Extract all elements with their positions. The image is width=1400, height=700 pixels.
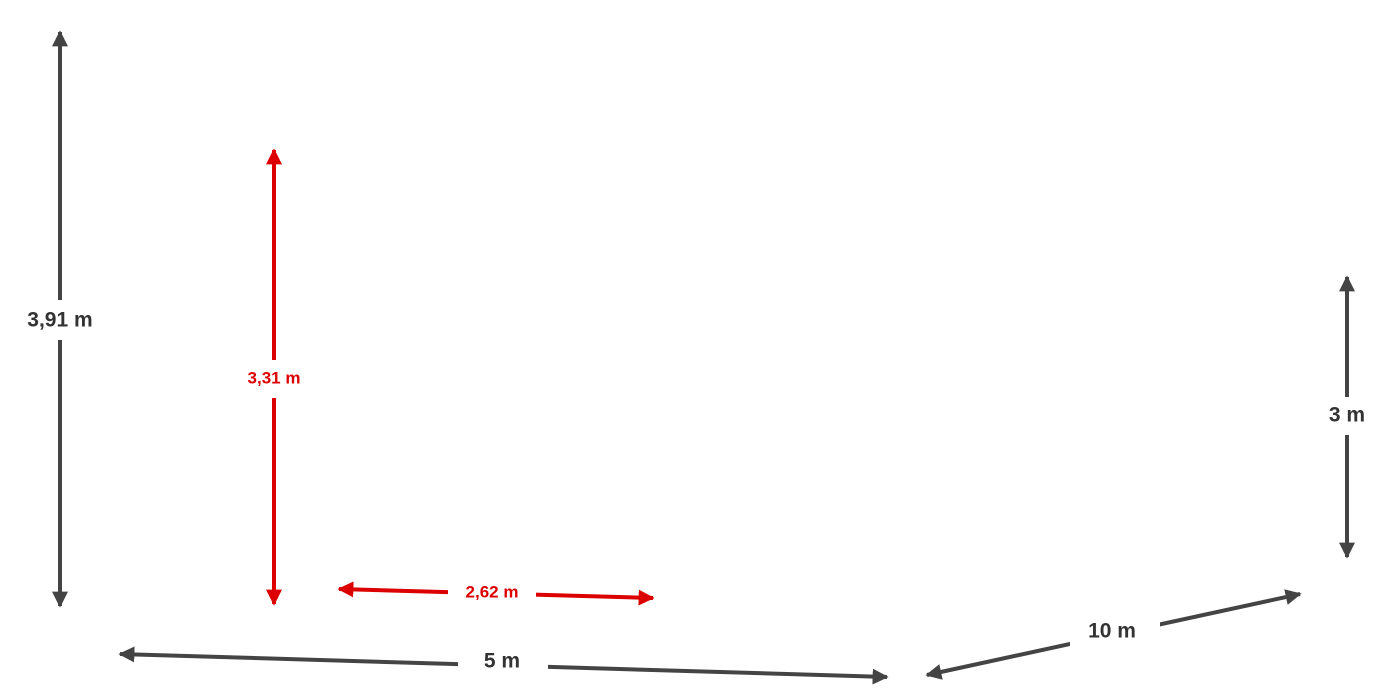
dimension-label: 3,31 m — [248, 368, 301, 387]
label-background — [240, 360, 308, 398]
label-background — [1317, 397, 1377, 435]
dimension-label: 2,62 m — [466, 582, 519, 601]
label-background — [1070, 612, 1160, 650]
label-background — [448, 578, 536, 608]
dimension-label: 3,91 m — [27, 309, 92, 332]
label-background — [458, 645, 548, 679]
label-background — [20, 300, 100, 340]
dimension-label: 5 m — [484, 650, 520, 673]
dimension-label: 10 m — [1088, 620, 1136, 643]
dimension-label: 3 m — [1329, 404, 1365, 427]
